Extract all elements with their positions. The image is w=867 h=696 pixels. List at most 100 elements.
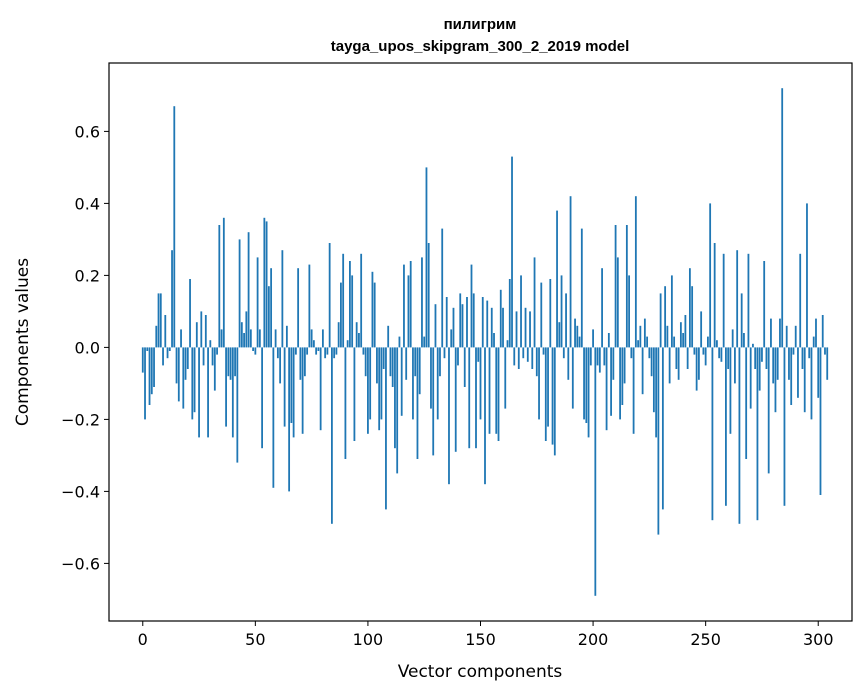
bar-259 <box>725 347 727 506</box>
bar-128 <box>430 347 432 409</box>
y-axis-label: Components values <box>13 258 33 426</box>
bar-299 <box>815 318 817 348</box>
bar-283 <box>779 318 781 348</box>
bar-12 <box>168 347 171 351</box>
bar-79 <box>319 347 322 431</box>
bar-130 <box>434 304 437 348</box>
bar-300 <box>817 347 820 398</box>
bar-98 <box>362 347 365 355</box>
bar-67 <box>292 347 295 438</box>
bar-92 <box>349 261 351 348</box>
bar-73 <box>306 347 309 355</box>
bar-151 <box>481 297 484 348</box>
bar-136 <box>448 347 450 485</box>
bar-8 <box>159 293 162 348</box>
bar-230 <box>659 293 662 348</box>
bar-158 <box>497 347 500 441</box>
bar-161 <box>504 347 507 409</box>
y-tick-label: −0.4 <box>61 482 100 501</box>
bar-147 <box>472 293 475 348</box>
bar-237 <box>675 347 678 369</box>
bar-286 <box>785 325 788 348</box>
bar-107 <box>382 347 385 369</box>
bar-211 <box>616 257 619 348</box>
bar-214 <box>623 347 626 384</box>
bar-38 <box>227 347 230 377</box>
y-axis-ticks: −0.6 −0.4 −0.2 0.0 0.2 0.4 0.6 <box>61 122 109 573</box>
bar-132 <box>439 347 441 377</box>
bar-255 <box>716 340 718 348</box>
x-tick-label: 0 <box>138 630 148 649</box>
bar-152 <box>484 347 486 485</box>
bar-276 <box>763 261 766 348</box>
bar-189 <box>567 347 570 380</box>
bar-29 <box>207 347 209 438</box>
bar-56 <box>267 286 270 348</box>
bar-205 <box>603 347 606 366</box>
bar-253 <box>711 347 714 521</box>
bar-66 <box>290 347 293 423</box>
bar-96 <box>358 333 360 348</box>
chart-subtitle: tayga_upos_skipgram_300_2_2019 model <box>331 38 630 55</box>
bar-135 <box>445 297 448 348</box>
bar-292 <box>799 253 802 348</box>
bar-181 <box>549 279 552 348</box>
bar-1 <box>144 347 146 420</box>
bar-294 <box>803 347 806 413</box>
bar-179 <box>544 347 547 441</box>
bar-173 <box>531 347 534 369</box>
bar-244 <box>691 286 694 348</box>
bar-233 <box>666 325 669 348</box>
bar-291 <box>797 347 799 398</box>
bar-165 <box>513 347 516 366</box>
bar-208 <box>610 347 612 416</box>
bar-0 <box>141 347 144 373</box>
bar-111 <box>391 347 394 387</box>
bar-240 <box>682 333 685 348</box>
bar-46 <box>245 311 248 348</box>
y-tick-label: −0.2 <box>61 410 100 429</box>
bar-127 <box>427 243 430 348</box>
y-tick-label: −0.6 <box>61 554 100 573</box>
bar-236 <box>673 336 676 348</box>
bar-137 <box>450 329 453 348</box>
bar-232 <box>664 286 667 348</box>
bar-48 <box>249 329 252 348</box>
bar-30 <box>209 340 212 348</box>
bar-134 <box>443 347 446 359</box>
bar-296 <box>808 347 811 359</box>
bar-210 <box>614 225 617 348</box>
bar-264 <box>736 250 739 348</box>
bar-238 <box>677 347 680 380</box>
bar-180 <box>547 347 549 427</box>
bar-302 <box>821 315 824 348</box>
bar-112 <box>394 347 396 449</box>
bar-113 <box>396 347 399 474</box>
bar-95 <box>355 322 358 348</box>
bar-290 <box>794 325 797 348</box>
bar-87 <box>337 322 340 348</box>
bar-163 <box>508 279 511 348</box>
bar-157 <box>495 347 498 434</box>
y-tick-label: 0.6 <box>75 122 100 141</box>
bar-260 <box>727 347 730 369</box>
bar-131 <box>436 347 439 420</box>
bar-186 <box>560 275 563 348</box>
bar-108 <box>385 347 387 510</box>
bar-76 <box>312 340 315 348</box>
bar-81 <box>324 347 327 359</box>
bar-40 <box>231 347 234 438</box>
bar-279 <box>770 318 772 348</box>
y-tick-label: 0.4 <box>75 194 100 213</box>
plot-frame <box>108 62 853 622</box>
bar-91 <box>346 340 349 348</box>
bar-206 <box>605 347 608 431</box>
bar-71 <box>301 347 304 434</box>
bar-222 <box>641 347 644 395</box>
bar-194 <box>578 336 581 348</box>
bar-227 <box>652 347 655 413</box>
bar-212 <box>619 347 621 420</box>
bar-34 <box>218 225 221 348</box>
bar-221 <box>639 325 642 348</box>
bar-273 <box>756 347 759 521</box>
